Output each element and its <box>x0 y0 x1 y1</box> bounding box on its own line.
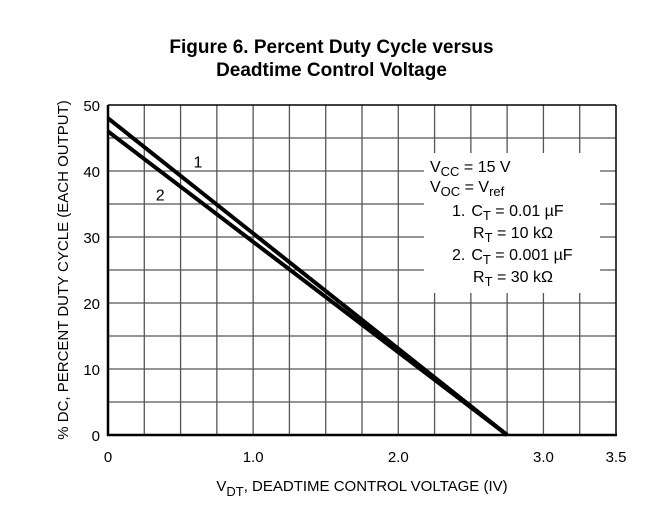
series-line-2 <box>106 129 509 437</box>
series-label-1: 1 <box>194 155 203 172</box>
legend-rt2: RT = 30 kΩ <box>473 269 553 289</box>
legend-ct2: 2. CT = 0.001 µF <box>452 247 573 267</box>
legend-rt1: RT = 10 kΩ <box>473 225 553 245</box>
chart-title: Figure 6. Percent Duty Cycle versus Dead… <box>0 36 663 82</box>
legend-box <box>424 153 600 293</box>
x-axis-label: VDT, DEADTIME CONTROL VOLTAGE (IV) <box>216 478 507 499</box>
legend-vcc: VCC = 15 V <box>430 159 511 179</box>
chart-title-line-2: Deadtime Control Voltage <box>216 60 447 81</box>
x-tick-label: 1.0 <box>243 449 264 466</box>
y-tick-label: 40 <box>83 164 100 181</box>
x-tick-label: 0 <box>104 449 112 466</box>
series-label-2: 2 <box>156 188 165 205</box>
tick-labels: 0 1.0 2.0 3.0 3.5 0 10 20 30 40 50 <box>83 98 626 466</box>
y-tick-label: 30 <box>83 230 100 247</box>
legend-voc: VOC = Vref <box>430 179 505 199</box>
chart-title-line-1: Figure 6. Percent Duty Cycle versus <box>169 37 494 58</box>
legend-ct1: 1. CT = 0.01 µF <box>452 203 564 223</box>
series-group: 12 <box>106 116 509 437</box>
y-tick-label: 50 <box>83 98 100 115</box>
x-tick-label: 3.0 <box>533 449 554 466</box>
y-tick-label: 0 <box>92 428 100 445</box>
x-tick-label: 2.0 <box>388 449 409 466</box>
y-axis-label: % DC, PERCENT DUTY CYCLE (EACH OUTPUT) <box>55 100 72 440</box>
y-tick-label: 10 <box>83 362 100 379</box>
x-tick-label: 3.5 <box>606 449 627 466</box>
y-tick-label: 20 <box>83 296 100 313</box>
